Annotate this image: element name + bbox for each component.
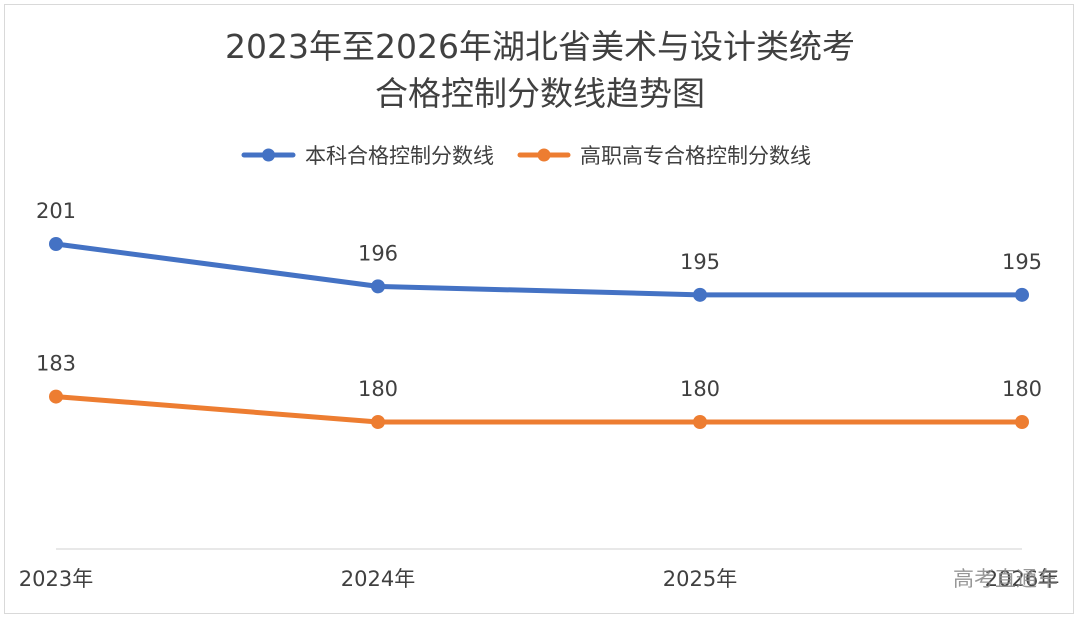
chart-title-line-2: 合格控制分数线趋势图 (375, 74, 705, 113)
x-tick-label-3: 2026年 (985, 567, 1059, 591)
x-tick-label-0: 2023年 (19, 567, 93, 591)
legend-item-1: 高职高专合格控制分数线 (517, 144, 811, 168)
series-1-data-label-0: 183 (36, 352, 76, 376)
series-line-0 (53, 241, 1025, 298)
series-0-data-label-2: 195 (680, 250, 720, 274)
series-0-point-3 (1015, 287, 1029, 302)
legend-item-0: 本科合格控制分数线 (241, 144, 494, 168)
legend-label-0: 本科合格控制分数线 (305, 144, 494, 168)
series-0-point-2 (693, 287, 707, 302)
series-0-data-label-3: 195 (1002, 250, 1042, 274)
legend-marker-1 (537, 148, 551, 162)
series-line-1 (53, 394, 1025, 425)
series-1-data-label-1: 180 (358, 377, 398, 401)
series-1-data-label-2: 180 (680, 377, 720, 401)
series-1-point-2 (693, 415, 707, 429)
series-0-point-0 (49, 237, 63, 251)
watermark-text: 高考直通车 (953, 567, 1058, 591)
series-1-point-1 (371, 415, 385, 429)
x-tick-labels: 2023年 2024年 2025年 2026年 (19, 567, 1059, 591)
series-0-data-label-0: 201 (36, 199, 76, 223)
chart-title-line-1: 2023年至2026年湖北省美术与设计类统考 (225, 27, 855, 66)
chart-frame (4, 4, 1074, 614)
series-1-point-3 (1015, 415, 1029, 429)
series-1-point-0 (49, 389, 63, 404)
x-tick-label-1: 2024年 (341, 567, 415, 591)
series-1-data-label-3: 180 (1002, 377, 1042, 401)
series-layer: 201 196 195 195 183 180 180 180 (36, 199, 1042, 429)
legend: 本科合格控制分数线 高职高专合格控制分数线 (241, 144, 811, 168)
series-0-point-1 (371, 279, 385, 294)
legend-label-1: 高职高专合格控制分数线 (580, 144, 811, 168)
x-tick-label-2: 2025年 (663, 567, 737, 591)
series-0-data-label-1: 196 (358, 241, 398, 265)
legend-marker-0 (262, 148, 275, 162)
